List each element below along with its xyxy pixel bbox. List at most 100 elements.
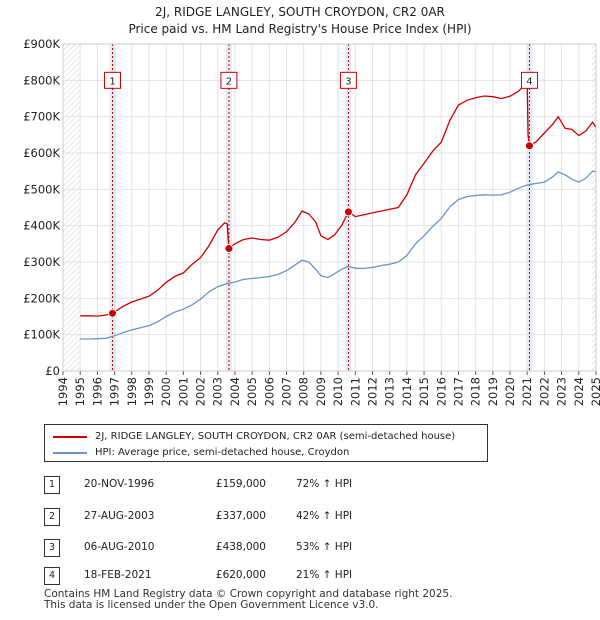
x-tick-label: 2001 bbox=[176, 377, 190, 406]
sale-row: 1 20-NOV-1996 £159,000 72% ↑ HPI bbox=[0, 476, 600, 494]
x-tick-label: 2003 bbox=[211, 377, 225, 406]
x-tick-label: 2008 bbox=[297, 377, 311, 406]
sale-point bbox=[224, 244, 234, 254]
x-tick-label: 2016 bbox=[434, 377, 448, 406]
hpi-line bbox=[80, 170, 597, 340]
legend: 2J, RIDGE LANGLEY, SOUTH CROYDON, CR2 0A… bbox=[44, 424, 488, 462]
sale-row-date: 27-AUG-2003 bbox=[84, 510, 155, 522]
sale-row-hpi: 42% ↑ HPI bbox=[296, 510, 353, 522]
x-tick-label: 2009 bbox=[314, 377, 328, 406]
x-tick-label: 2013 bbox=[383, 377, 397, 406]
x-tick-label: 2018 bbox=[469, 377, 483, 406]
sale-row-hpi: 21% ↑ HPI bbox=[296, 569, 353, 581]
y-tick-label: £100K bbox=[23, 328, 60, 342]
chart-title-block: 2J, RIDGE LANGLEY, SOUTH CROYDON, CR2 0A… bbox=[0, 4, 600, 38]
sale-point bbox=[343, 207, 353, 217]
sale-row-date: 06-AUG-2010 bbox=[84, 541, 155, 553]
x-tick-label: 2010 bbox=[331, 377, 345, 406]
x-tick-label: 1995 bbox=[73, 377, 87, 406]
sale-point bbox=[108, 308, 118, 318]
y-tick-label: £800K bbox=[23, 73, 60, 87]
x-axis-ticks: 1994 1995 1996 1997 1998 1999 2000 2001 2002 2003… bbox=[56, 377, 600, 406]
x-tick-label: 2011 bbox=[348, 377, 362, 406]
plot-border bbox=[62, 43, 597, 372]
x-tick-label: 1997 bbox=[108, 377, 122, 406]
chart-subtitle: Price paid vs. HM Land Registry's House … bbox=[128, 22, 472, 36]
x-tick-label: 2020 bbox=[503, 377, 517, 406]
legend-label-property: 2J, RIDGE LANGLEY, SOUTH CROYDON, CR2 0A… bbox=[95, 431, 456, 442]
x-tick-label: 2017 bbox=[451, 377, 465, 406]
legend-swatch-hpi bbox=[53, 452, 87, 454]
x-tick-label: 2025 bbox=[589, 377, 600, 406]
x-tick-label: 2004 bbox=[228, 377, 242, 406]
sale-marker-box bbox=[520, 71, 538, 89]
sale-markers: 1 2 3 4 bbox=[104, 71, 538, 89]
grid bbox=[62, 43, 597, 375]
y-tick-label: £600K bbox=[23, 146, 60, 160]
sale-row-price: £159,000 bbox=[215, 478, 266, 490]
x-tick-label: 2024 bbox=[572, 377, 586, 406]
y-axis-ticks: £0 £100K £200K £300K £400K £500K £600K £700K £80… bbox=[23, 37, 60, 378]
sale-shade-band bbox=[225, 44, 232, 371]
sale-points bbox=[108, 141, 534, 318]
y-tick-label: £700K bbox=[23, 110, 60, 124]
sale-marker-label: 4 bbox=[526, 76, 532, 87]
sale-marker-label: 1 bbox=[109, 76, 115, 87]
x-tick-label: 2005 bbox=[245, 377, 259, 406]
y-tick-label: £300K bbox=[23, 255, 60, 269]
legend-label-hpi: HPI: Average price, semi-detached house,… bbox=[95, 447, 350, 458]
x-tick-label: 2002 bbox=[194, 377, 208, 406]
sale-marker-label: 3 bbox=[345, 76, 351, 87]
sale-row-date: 18-FEB-2021 bbox=[84, 569, 152, 581]
x-tick-label: 2021 bbox=[520, 377, 534, 406]
sale-shade-band bbox=[109, 44, 116, 371]
sale-row-date: 20-NOV-1996 bbox=[84, 478, 155, 490]
sale-shade-band bbox=[526, 44, 533, 371]
post-data-hatch bbox=[592, 44, 596, 371]
y-tick-label: £400K bbox=[23, 219, 60, 233]
x-tick-label: 2006 bbox=[262, 377, 276, 406]
sale-row: 4 18-FEB-2021 £620,000 21% ↑ HPI bbox=[0, 567, 600, 585]
y-tick-label: £200K bbox=[23, 291, 60, 305]
x-tick-label: 2014 bbox=[400, 377, 414, 406]
x-tick-label: 1996 bbox=[90, 377, 104, 406]
x-tick-label: 2000 bbox=[159, 377, 173, 406]
x-tick-label: 2007 bbox=[280, 377, 294, 406]
sale-row-price: £438,000 bbox=[215, 541, 266, 553]
sale-row-price: £620,000 bbox=[215, 569, 266, 581]
plot-background bbox=[63, 44, 596, 371]
sale-row-price: £337,000 bbox=[215, 510, 266, 522]
y-tick-label: £500K bbox=[23, 182, 60, 196]
sale-row: 2 27-AUG-2003 £337,000 42% ↑ HPI bbox=[0, 508, 600, 526]
x-tick-label: 1994 bbox=[56, 377, 70, 406]
footer: Contains HM Land Registry data © Crown c… bbox=[44, 589, 452, 611]
x-tick-label: 1998 bbox=[125, 377, 139, 406]
sale-row-hpi: 72% ↑ HPI bbox=[296, 478, 353, 490]
property-price-line bbox=[80, 82, 597, 317]
chart-title: 2J, RIDGE LANGLEY, SOUTH CROYDON, CR2 0A… bbox=[155, 5, 445, 19]
footer-license: This data is licensed under the Open Gov… bbox=[44, 599, 379, 611]
sale-marker-box bbox=[220, 71, 238, 89]
sale-row-number: 1 bbox=[44, 476, 60, 494]
sale-row-hpi: 53% ↑ HPI bbox=[296, 541, 353, 553]
sale-row: 3 06-AUG-2010 £438,000 53% ↑ HPI bbox=[0, 539, 600, 557]
sale-row-number: 3 bbox=[44, 539, 60, 557]
x-tick-label: 2019 bbox=[486, 377, 500, 406]
x-tick-label: 2015 bbox=[417, 377, 431, 406]
x-tick-label: 2022 bbox=[537, 377, 551, 406]
pre-data-hatch bbox=[63, 44, 81, 371]
sale-row-number: 2 bbox=[44, 508, 60, 526]
price-chart: 1 2 3 4 £0 £100K £200K £300K £400K £500K £600K £70… bbox=[23, 37, 600, 406]
sale-marker-label: 2 bbox=[226, 76, 232, 87]
sale-marker-box bbox=[339, 71, 357, 89]
sale-point bbox=[524, 141, 534, 151]
x-tick-label: 1999 bbox=[142, 377, 156, 406]
y-tick-label: £900K bbox=[23, 37, 60, 51]
x-tick-label: 2023 bbox=[555, 377, 569, 406]
x-tick-label: 2012 bbox=[365, 377, 379, 406]
sale-marker-box bbox=[104, 71, 122, 89]
sale-row-number: 4 bbox=[44, 567, 60, 585]
footer-copyright: Contains HM Land Registry data © Crown c… bbox=[44, 588, 453, 600]
y-tick-label: £0 bbox=[45, 364, 60, 378]
legend-swatch-property bbox=[53, 436, 87, 438]
